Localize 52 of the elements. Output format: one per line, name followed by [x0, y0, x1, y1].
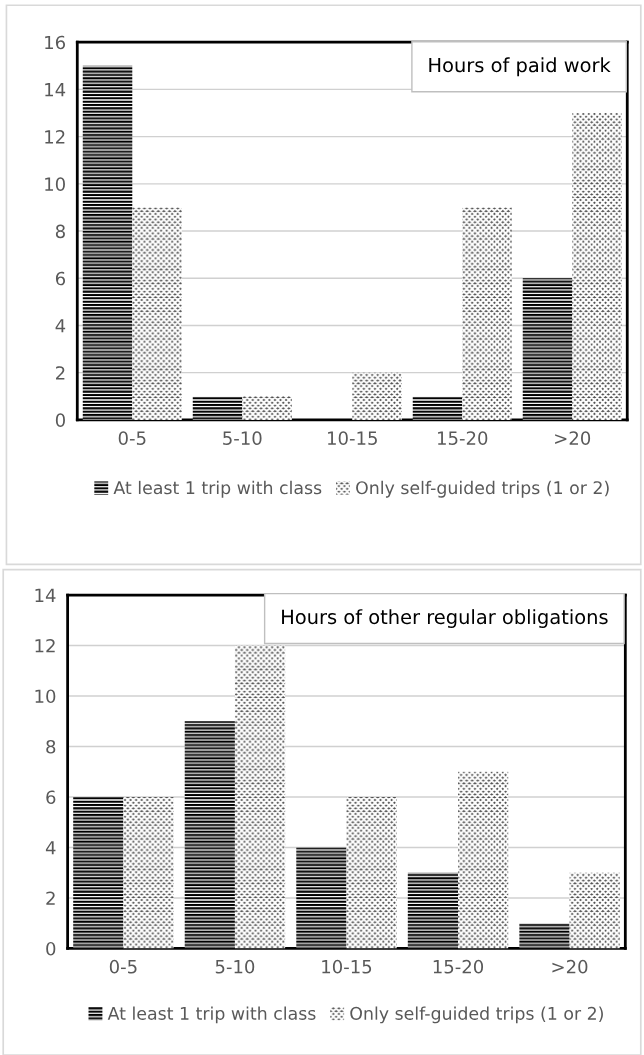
y-tick-label: 6 [55, 271, 66, 286]
x-tick-label: 10-15 [322, 959, 372, 974]
bar [192, 396, 243, 420]
y-tick-label: 10 [45, 177, 65, 191]
y-tick-label: 8 [46, 739, 56, 754]
bar [82, 65, 133, 420]
y-tick-label: 14 [45, 83, 66, 97]
y-tick-label: 12 [35, 638, 55, 653]
y-tick-label: 0 [55, 413, 65, 428]
y-tick-label: 10 [35, 689, 56, 704]
y-tick-label: 16 [45, 35, 66, 50]
legend-label: Only self-guided trips (1 or 2) [350, 1006, 603, 1024]
y-tick-label: 12 [45, 130, 65, 144]
y-tick-label: 14 [35, 588, 56, 602]
bar [296, 847, 347, 949]
bar [346, 796, 397, 949]
bar [132, 207, 182, 420]
y-tick-label: 0 [46, 941, 56, 956]
bar [184, 721, 235, 949]
y-tick-label: 8 [55, 224, 65, 239]
bar [234, 645, 286, 949]
text: Hours of paid work [429, 57, 611, 77]
x-tick-label: >20 [555, 431, 591, 445]
y-tick-label: 6 [46, 790, 56, 805]
x-tick-label: 0-5 [109, 959, 137, 974]
text: Hours of other regular obligations [282, 609, 608, 628]
bar [123, 796, 174, 949]
bar [519, 923, 570, 949]
bar [352, 372, 402, 420]
x-tick-label: 0-5 [118, 431, 146, 445]
bar [522, 278, 573, 420]
y-tick-label: 2 [46, 891, 55, 905]
bar [569, 872, 620, 949]
bar [572, 113, 622, 420]
legend-label: Only self-guided trips (1 or 2) [356, 480, 609, 498]
bar [462, 207, 512, 420]
y-tick-label: 2 [56, 366, 65, 380]
x-tick-label: 10-15 [328, 431, 377, 445]
bar [458, 771, 509, 949]
legend-label: At least 1 trip with class [113, 480, 322, 498]
legend-label: At least 1 trip with class [107, 1006, 316, 1024]
x-tick-label: 5-10 [223, 431, 262, 445]
x-tick-label: 5-10 [215, 959, 255, 974]
bar [242, 396, 292, 420]
bar [407, 872, 459, 949]
x-tick-label: 15-20 [433, 959, 484, 974]
y-tick-label: 4 [45, 841, 56, 855]
x-tick-label: >20 [552, 959, 588, 974]
y-tick-label: 4 [55, 319, 66, 333]
x-tick-label: 15-20 [438, 431, 488, 445]
bar [412, 396, 463, 420]
bar [73, 796, 124, 949]
